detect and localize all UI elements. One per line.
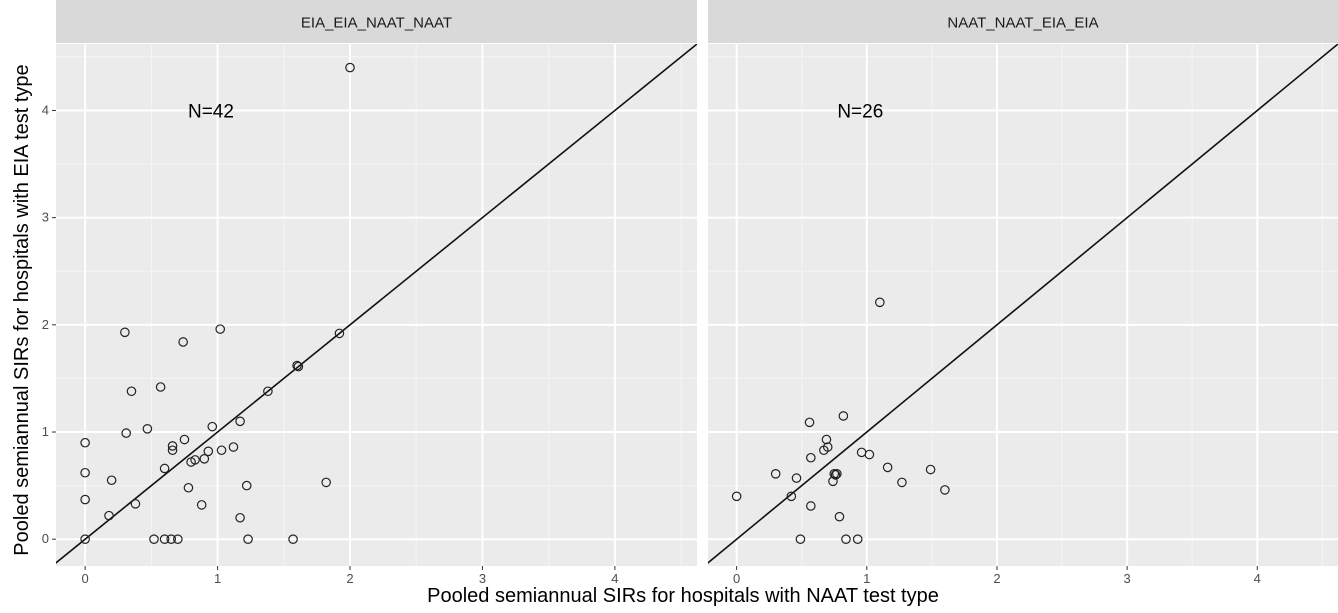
data-point — [791, 473, 802, 483]
x-axis-label: Pooled semiannual SIRs for hospitals wit… — [427, 585, 939, 607]
x-tick-label: 2 — [346, 571, 353, 586]
data-point — [321, 477, 331, 488]
data-point — [288, 534, 298, 545]
data-point — [228, 442, 239, 452]
x-tick-label: 2 — [993, 571, 1000, 586]
data-point — [828, 476, 838, 487]
data-point — [875, 297, 885, 308]
x-tick-label: 4 — [611, 571, 618, 586]
data-point — [852, 534, 863, 545]
data-point — [179, 434, 190, 445]
panel-strip-label: NAAT_NAAT_EIA_EIA — [947, 15, 1098, 32]
x-tick-label: 3 — [1124, 571, 1131, 586]
panel-1: EIA_EIA_NAAT_NAAT N=42 0 1 2 3 4 0 1 2 3 4 — [42, 0, 697, 586]
x-tick-label: 1 — [863, 571, 870, 586]
data-point — [80, 437, 90, 448]
data-point — [149, 534, 159, 545]
data-point — [80, 534, 90, 545]
y-tick-label: 1 — [42, 424, 49, 439]
data-point — [821, 434, 832, 445]
data-point — [190, 455, 200, 465]
data-point — [731, 491, 742, 502]
data-point — [203, 446, 214, 457]
data-point — [345, 62, 355, 73]
data-point — [235, 512, 245, 523]
y-tick-label: 3 — [42, 210, 49, 225]
data-point — [263, 386, 273, 397]
x-tick-label: 4 — [1254, 571, 1261, 586]
data-point — [166, 534, 177, 545]
data-point — [178, 337, 188, 347]
data-point — [167, 441, 178, 451]
data-point — [196, 500, 207, 510]
data-point — [841, 534, 851, 545]
data-point — [155, 382, 166, 392]
data-point — [215, 324, 226, 334]
x-tick-label: 0 — [82, 571, 89, 586]
data-point — [159, 534, 170, 545]
data-point — [167, 445, 178, 456]
data-point — [106, 475, 117, 486]
data-point — [822, 442, 833, 452]
y-tick-label: 0 — [42, 531, 49, 546]
data-point — [241, 480, 252, 491]
data-point — [120, 327, 130, 338]
data-point — [830, 470, 841, 480]
sample-size-annotation: N=42 — [188, 101, 234, 122]
y-axis-label: Pooled semiannual SIRs for hospitals wit… — [11, 64, 33, 555]
data-point — [183, 482, 194, 493]
x-tick-label: 0 — [733, 571, 740, 586]
data-point — [925, 464, 936, 475]
data-point — [235, 416, 245, 427]
data-point — [173, 534, 183, 545]
reference-line-y-equals-x — [708, 44, 1338, 564]
data-point — [770, 469, 781, 479]
data-point — [293, 361, 304, 372]
data-point — [864, 449, 875, 460]
data-point — [832, 469, 842, 479]
data-point — [243, 534, 253, 545]
data-point — [806, 501, 816, 511]
data-point — [159, 463, 170, 474]
data-point — [940, 485, 950, 495]
panel-2: NAAT_NAAT_EIA_EIA N=26 0 1 2 3 4 — [708, 0, 1338, 586]
data-point — [882, 462, 893, 473]
data-point — [126, 386, 137, 397]
data-point — [804, 417, 815, 428]
panel-strip — [56, 0, 697, 43]
reference-line-y-equals-x — [56, 44, 697, 564]
data-point — [795, 534, 806, 545]
panel-strip-label: EIA_EIA_NAAT_NAAT — [301, 15, 452, 32]
data-point — [334, 328, 345, 339]
panel-strip — [708, 0, 1338, 43]
data-point — [834, 511, 845, 522]
data-point — [897, 477, 907, 488]
data-point — [121, 428, 131, 438]
data-point — [806, 452, 816, 463]
data-point — [207, 421, 218, 432]
y-tick-label: 2 — [42, 317, 49, 332]
data-point — [80, 467, 90, 478]
x-tick-label: 3 — [479, 571, 486, 586]
x-tick-label: 1 — [214, 571, 221, 586]
data-point — [838, 411, 849, 421]
data-point — [216, 445, 227, 456]
data-point — [80, 494, 90, 505]
data-point — [130, 499, 141, 509]
data-point — [292, 360, 302, 371]
data-point — [142, 424, 153, 434]
data-point — [199, 454, 210, 464]
y-tick-label: 4 — [42, 102, 49, 117]
sample-size-annotation: N=26 — [837, 101, 883, 122]
data-point — [786, 491, 797, 502]
data-point — [829, 469, 840, 479]
data-point — [104, 510, 114, 521]
